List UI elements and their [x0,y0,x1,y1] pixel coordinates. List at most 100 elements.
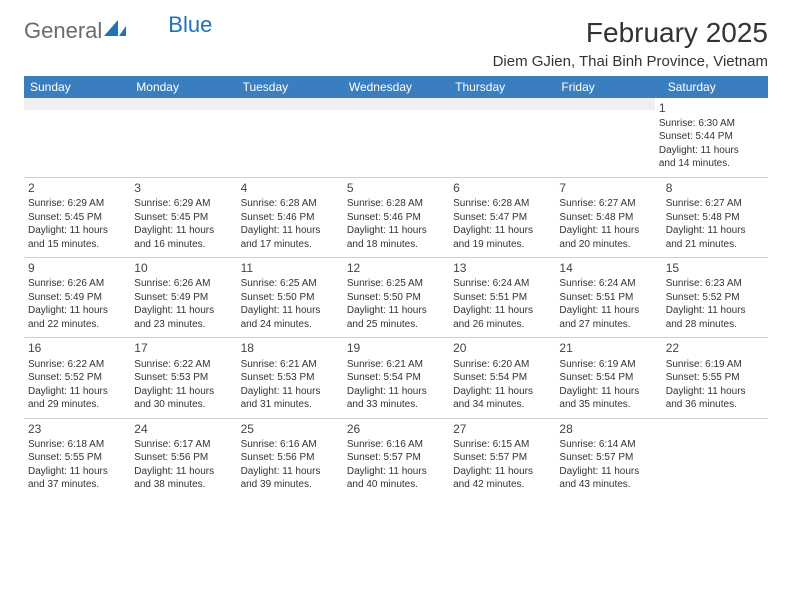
daylight-line-2: and 29 minutes. [28,398,126,412]
logo-text-2: Blue [168,12,212,38]
daylight-line-2: and 39 minutes. [241,478,339,492]
sunrise-line: Sunrise: 6:28 AM [241,197,339,211]
day-cell: 15Sunrise: 6:23 AMSunset: 5:52 PMDayligh… [662,258,768,337]
sunset-line: Sunset: 5:51 PM [559,291,657,305]
weekday-mon: Monday [130,76,236,98]
day-cell: 21Sunrise: 6:19 AMSunset: 5:54 PMDayligh… [555,338,661,417]
day-cell: 14Sunrise: 6:24 AMSunset: 5:51 PMDayligh… [555,258,661,337]
daylight-line-1: Daylight: 11 hours [453,385,551,399]
empty-cell [662,419,768,498]
sunset-line: Sunset: 5:53 PM [134,371,232,385]
sunset-line: Sunset: 5:57 PM [453,451,551,465]
day-cell: 9Sunrise: 6:26 AMSunset: 5:49 PMDaylight… [24,258,130,337]
sunset-line: Sunset: 5:48 PM [666,211,764,225]
day-number: 1 [659,100,764,116]
daylight-line-1: Daylight: 11 hours [28,465,126,479]
daylight-line-2: and 33 minutes. [347,398,445,412]
day-cell: 12Sunrise: 6:25 AMSunset: 5:50 PMDayligh… [343,258,449,337]
daylight-line-2: and 26 minutes. [453,318,551,332]
month-title: February 2025 [493,18,768,49]
sunset-line: Sunset: 5:54 PM [559,371,657,385]
daylight-line-1: Daylight: 11 hours [453,465,551,479]
day-number: 24 [134,421,232,437]
daylight-line-1: Daylight: 11 hours [347,224,445,238]
sunrise-line: Sunrise: 6:24 AM [453,277,551,291]
sunset-line: Sunset: 5:52 PM [666,291,764,305]
calendar-week: 1Sunrise: 6:30 AMSunset: 5:44 PMDaylight… [24,98,768,177]
sunset-line: Sunset: 5:56 PM [134,451,232,465]
weekday-thu: Thursday [449,76,555,98]
day-number: 18 [241,340,339,356]
daylight-line-1: Daylight: 11 hours [28,304,126,318]
weekday-fri: Friday [555,76,661,98]
day-number: 27 [453,421,551,437]
daylight-line-1: Daylight: 11 hours [559,385,657,399]
sunrise-line: Sunrise: 6:15 AM [453,438,551,452]
daylight-line-1: Daylight: 11 hours [666,224,764,238]
sunrise-line: Sunrise: 6:23 AM [666,277,764,291]
day-number: 16 [28,340,126,356]
daylight-line-2: and 35 minutes. [559,398,657,412]
daylight-line-2: and 22 minutes. [28,318,126,332]
day-number: 15 [666,260,764,276]
sunrise-line: Sunrise: 6:29 AM [28,197,126,211]
daylight-line-2: and 28 minutes. [666,318,764,332]
day-number: 7 [559,180,657,196]
day-cell: 23Sunrise: 6:18 AMSunset: 5:55 PMDayligh… [24,419,130,498]
daylight-line-2: and 27 minutes. [559,318,657,332]
daylight-line-1: Daylight: 11 hours [134,304,232,318]
daylight-line-2: and 15 minutes. [28,238,126,252]
daylight-line-2: and 34 minutes. [453,398,551,412]
day-number: 17 [134,340,232,356]
sunset-line: Sunset: 5:45 PM [134,211,232,225]
sunrise-line: Sunrise: 6:20 AM [453,358,551,372]
daylight-line-2: and 20 minutes. [559,238,657,252]
day-number: 11 [241,260,339,276]
day-number: 26 [347,421,445,437]
day-number: 10 [134,260,232,276]
day-cell: 10Sunrise: 6:26 AMSunset: 5:49 PMDayligh… [130,258,236,337]
daylight-line-1: Daylight: 11 hours [347,385,445,399]
sunset-line: Sunset: 5:49 PM [134,291,232,305]
sunset-line: Sunset: 5:53 PM [241,371,339,385]
weekday-sat: Saturday [662,76,768,98]
calendar: Sunday Monday Tuesday Wednesday Thursday… [24,76,768,498]
sunrise-line: Sunrise: 6:29 AM [134,197,232,211]
sunrise-line: Sunrise: 6:17 AM [134,438,232,452]
day-cell: 17Sunrise: 6:22 AMSunset: 5:53 PMDayligh… [130,338,236,417]
daylight-line-2: and 16 minutes. [134,238,232,252]
logo: General Blue [24,18,212,44]
daylight-line-1: Daylight: 11 hours [241,224,339,238]
weekday-tue: Tuesday [237,76,343,98]
daylight-line-2: and 43 minutes. [559,478,657,492]
day-cell: 3Sunrise: 6:29 AMSunset: 5:45 PMDaylight… [130,178,236,257]
day-cell: 27Sunrise: 6:15 AMSunset: 5:57 PMDayligh… [449,419,555,498]
day-cell: 7Sunrise: 6:27 AMSunset: 5:48 PMDaylight… [555,178,661,257]
sunset-line: Sunset: 5:48 PM [559,211,657,225]
day-number: 3 [134,180,232,196]
day-cell: 8Sunrise: 6:27 AMSunset: 5:48 PMDaylight… [662,178,768,257]
sunset-line: Sunset: 5:55 PM [28,451,126,465]
daylight-line-1: Daylight: 11 hours [28,385,126,399]
sunset-line: Sunset: 5:50 PM [241,291,339,305]
sunset-line: Sunset: 5:51 PM [453,291,551,305]
day-cell: 11Sunrise: 6:25 AMSunset: 5:50 PMDayligh… [237,258,343,337]
weekday-header: Sunday Monday Tuesday Wednesday Thursday… [24,76,768,98]
sunrise-line: Sunrise: 6:19 AM [666,358,764,372]
day-number: 6 [453,180,551,196]
sunrise-line: Sunrise: 6:27 AM [559,197,657,211]
logo-text-1: General [24,18,102,44]
sunset-line: Sunset: 5:46 PM [347,211,445,225]
day-cell: 2Sunrise: 6:29 AMSunset: 5:45 PMDaylight… [24,178,130,257]
daylight-line-2: and 30 minutes. [134,398,232,412]
daylight-line-2: and 17 minutes. [241,238,339,252]
sunset-line: Sunset: 5:44 PM [659,130,764,144]
weekday-wed: Wednesday [343,76,449,98]
daylight-line-1: Daylight: 11 hours [347,304,445,318]
day-number: 20 [453,340,551,356]
sunset-line: Sunset: 5:45 PM [28,211,126,225]
daylight-line-1: Daylight: 11 hours [453,304,551,318]
daylight-line-2: and 19 minutes. [453,238,551,252]
sunrise-line: Sunrise: 6:28 AM [453,197,551,211]
daylight-line-1: Daylight: 11 hours [559,465,657,479]
